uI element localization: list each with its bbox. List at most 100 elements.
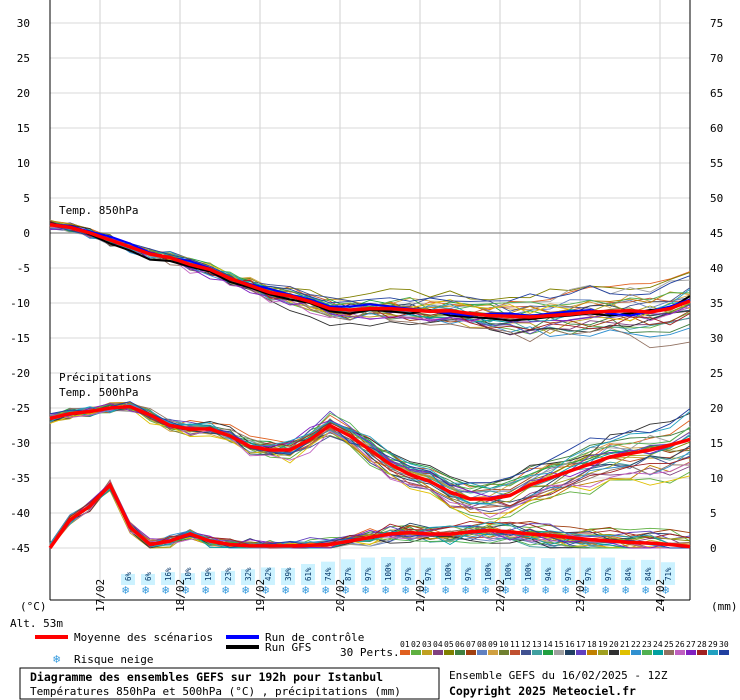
snowflake-icon: ❄ (362, 583, 369, 597)
right-tick-label: 0 (710, 542, 717, 555)
legend-control-label: Run de contrôle (265, 631, 364, 644)
snow-risk-percent: 97% (404, 567, 413, 581)
snow-risk-percent: 84% (644, 567, 653, 581)
snowflake-icon: ❄ (562, 583, 569, 597)
member-swatch (455, 650, 465, 655)
legend-gfs-label: Run GFS (265, 641, 311, 654)
snow-risk-percent: 84% (624, 567, 633, 581)
right-tick-label: 35 (710, 297, 723, 310)
snow-risk-percent: 74% (324, 567, 333, 581)
snow-risk-marker: 6% ❄ (121, 571, 135, 597)
series-line-t500 (49, 404, 691, 501)
snow-risk-marker: 42% ❄ (261, 567, 275, 597)
member-line-28 (49, 406, 691, 507)
snow-risk-percent: 100% (504, 562, 513, 581)
left-tick-label: -30 (10, 437, 30, 450)
member-line-24 (49, 407, 691, 504)
member-swatch (565, 650, 575, 655)
snow-risk-bar (601, 557, 615, 585)
snowflake-icon: ❄ (602, 583, 609, 597)
snow-risk-percent: 100% (524, 562, 533, 581)
snow-risk-bar (261, 567, 275, 585)
snow-risk-marker: 94% ❄ (541, 558, 555, 597)
snow-risk-percent: 87% (344, 567, 353, 581)
snow-risk-marker: 100% ❄ (481, 557, 495, 597)
snow-risk-bar (381, 557, 395, 585)
snow-risk-bar (521, 557, 535, 585)
snow-risk-marker: 100% ❄ (441, 557, 455, 597)
left-tick-label: -10 (10, 297, 30, 310)
x-axis-labels: 17/02 18/02 19/02 20/02 21/02 22/02 23/02 24/02 (94, 579, 667, 612)
member-number: 30 (719, 640, 729, 649)
member-swatch (543, 650, 553, 655)
member-swatch (587, 650, 597, 655)
legend: Moyenne des scénarios Run de contrôle Ru… (35, 631, 729, 666)
member-swatch (510, 650, 520, 655)
member-swatch (400, 650, 410, 655)
left-tick-label: 0 (23, 227, 30, 240)
snow-risk-percent: 97% (604, 567, 613, 581)
right-tick-label: 10 (710, 472, 723, 485)
snow-risk-bar (481, 557, 495, 585)
member-number: 24 (653, 640, 663, 649)
snow-risk-marker: 97% ❄ (421, 557, 435, 597)
snowflake-icon: ❄ (662, 583, 669, 597)
snow-risk-percent: 97% (564, 567, 573, 581)
left-tick-label: 10 (17, 157, 30, 170)
member-swatch (433, 650, 443, 655)
snow-risk-percent: 71% (664, 567, 673, 581)
left-tick-label: -15 (10, 332, 30, 345)
snow-risk-marker: 87% ❄ (341, 559, 355, 597)
snowflake-icon: ❄ (582, 583, 589, 597)
snow-risk-marker: 100% ❄ (381, 557, 395, 597)
snow-risk-percent: 42% (264, 567, 273, 581)
chart-subtitle: Températures 850hPa et 500hPa (°C) , pré… (30, 685, 401, 698)
snow-risk-bar (461, 557, 475, 585)
left-tick-label: -20 (10, 367, 30, 380)
member-swatch (686, 650, 696, 655)
member-number: 03 (422, 640, 432, 649)
member-number: 18 (587, 640, 597, 649)
snow-risk-marker: 74% ❄ (321, 561, 335, 597)
snowflake-icon: ❄ (202, 583, 209, 597)
snow-risk-marker: 23% ❄ (221, 567, 235, 597)
snowflake-icon: ❄ (482, 583, 489, 597)
snow-risk-marker: 84% ❄ (621, 559, 635, 597)
left-axis-ticks: 30 25 20 15 10 5 0 -5 -10 -15 -20 -25 -30 -35 -40 -45 (10, 17, 30, 555)
x-tick-label: 23/02 (574, 579, 587, 612)
snow-risk-marker: 97% ❄ (561, 557, 575, 597)
snow-risk-bar (541, 558, 555, 585)
member-number: 17 (576, 640, 586, 649)
snowflake-icon: ❄ (342, 583, 349, 597)
snow-risk-marker: 32% ❄ (241, 567, 255, 597)
member-number: 25 (664, 640, 674, 649)
member-number: 11 (510, 640, 520, 649)
snowflake-icon: ❄ (542, 583, 549, 597)
right-tick-label: 5 (710, 507, 717, 520)
member-swatch (444, 650, 454, 655)
right-tick-label: 20 (710, 402, 723, 415)
snowflake-icon: ❄ (382, 583, 389, 597)
right-tick-label: 50 (710, 192, 723, 205)
member-swatch (620, 650, 630, 655)
member-number: 22 (631, 640, 641, 649)
snow-risk-percent: 100% (384, 562, 393, 581)
snowflake-icon: ❄ (322, 583, 329, 597)
snow-risk-percent: 100% (444, 562, 453, 581)
member-swatch (631, 650, 641, 655)
main-series (48, 222, 691, 550)
snow-risk-bar (341, 559, 355, 585)
left-tick-label: -35 (10, 472, 30, 485)
snow-risk-markers: 6%❄6%❄16%❄10%❄19%❄23%❄32%❄42%❄39%❄61%❄74… (121, 557, 675, 597)
member-number: 23 (642, 640, 652, 649)
left-tick-label: 15 (17, 122, 30, 135)
member-swatch (697, 650, 707, 655)
snow-risk-marker: 100% ❄ (521, 557, 535, 597)
member-number: 01 (400, 640, 410, 649)
t500-label: Temp. 500hPa (59, 386, 138, 399)
run-info: Ensemble GEFS du 16/02/2025 - 12Z (449, 669, 668, 682)
snowflake-icon: ❄ (282, 583, 289, 597)
x-tick-label: 24/02 (654, 579, 667, 612)
right-tick-label: 60 (710, 122, 723, 135)
snow-risk-marker: 97% ❄ (601, 557, 615, 597)
